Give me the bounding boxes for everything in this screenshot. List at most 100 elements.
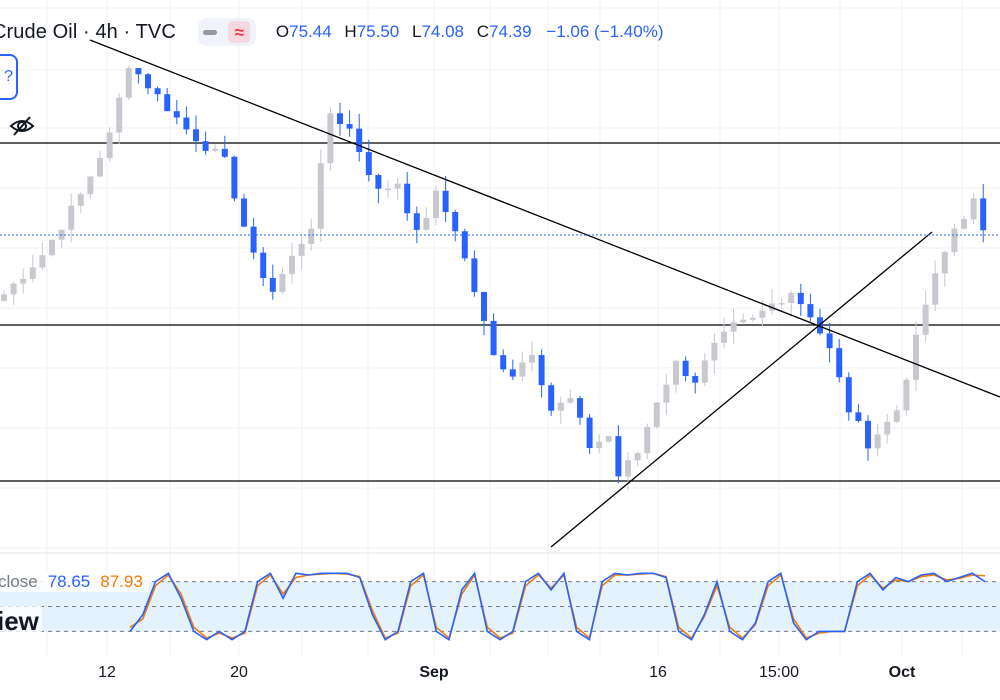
- close-value: 74.39: [489, 22, 532, 41]
- candle-body: [173, 111, 180, 118]
- candle-body: [77, 194, 84, 206]
- candle-body: [442, 190, 449, 213]
- candle-body: [385, 188, 391, 191]
- candle-body: [231, 156, 238, 199]
- low-label: L: [411, 22, 422, 41]
- candle-body: [279, 273, 286, 292]
- candle-body: [653, 402, 660, 427]
- candle-body: [87, 176, 94, 195]
- candle-body: [701, 360, 708, 383]
- candle-body: [778, 302, 785, 305]
- candle-body: [356, 128, 363, 153]
- candle-body: [394, 183, 401, 189]
- candle-body: [346, 124, 353, 129]
- x-tick-label: 16: [649, 664, 667, 681]
- candle-body: [106, 132, 113, 159]
- candle-body: [509, 369, 516, 377]
- candle-body: [749, 317, 756, 320]
- candle-body: [941, 251, 948, 274]
- candle-body: [500, 355, 507, 370]
- horizontal-line-drawings[interactable]: [0, 142, 1000, 482]
- candle-body: [673, 360, 679, 385]
- candle-body: [567, 398, 574, 403]
- trendline-drawings[interactable]: [89, 39, 1000, 548]
- candle-body: [10, 283, 17, 295]
- legend-toggle-pill[interactable]: ≈: [197, 18, 256, 46]
- candle-body: [634, 453, 641, 461]
- change-value: −1.06 (−1.40%): [546, 22, 664, 41]
- ohlc-values: O75.44 H75.50 L74.08 C74.39 −1.06 (−1.40…: [276, 22, 664, 42]
- candle-body: [365, 152, 372, 176]
- candle-body: [836, 348, 843, 378]
- candle-body: [826, 333, 833, 349]
- candle-body: [327, 113, 334, 164]
- candle-body: [116, 97, 123, 133]
- ascending-trendline: [550, 231, 933, 548]
- candle-body: [913, 334, 919, 380]
- candle-body: [721, 331, 727, 343]
- candle-body: [183, 117, 190, 130]
- candle-body: [404, 183, 411, 214]
- candle-body: [529, 355, 535, 363]
- candle-body: [154, 88, 161, 95]
- candle-body: [961, 219, 967, 229]
- candle-body: [855, 412, 862, 421]
- symbol-title[interactable]: Crude Oil · 4h · TVC: [0, 20, 176, 43]
- candle-body: [202, 141, 209, 151]
- candle-body: [413, 213, 420, 230]
- candle-body: [125, 68, 132, 98]
- candles: [1, 66, 987, 490]
- stochastic-d-value: 87.93: [100, 572, 143, 591]
- candle-body: [865, 420, 871, 449]
- candle-body: [298, 243, 305, 256]
- candle-body: [596, 441, 603, 449]
- candle-body: [164, 94, 171, 112]
- candle-body: [289, 255, 295, 274]
- candle-body: [481, 292, 487, 321]
- candle-body: [884, 421, 891, 435]
- x-tick-label: Sep: [419, 664, 449, 681]
- low-value: 74.08: [421, 22, 464, 41]
- candle-body: [461, 231, 468, 259]
- candle-body: [797, 292, 804, 305]
- candle-body: [423, 218, 430, 230]
- candle-body: [788, 292, 795, 303]
- stochastic-legend: close 78.65 87.93: [0, 572, 149, 592]
- hide-eye-icon[interactable]: [8, 114, 36, 138]
- high-value: 75.50: [356, 22, 400, 41]
- candle-body: [625, 460, 631, 477]
- candle-body: [433, 190, 439, 219]
- brand-watermark: iew: [0, 606, 42, 637]
- stochastic-name: close: [0, 572, 38, 591]
- candle-body: [308, 228, 315, 244]
- candle-body: [260, 252, 267, 278]
- chart-grid: [0, 0, 1000, 655]
- candle-body: [1, 294, 7, 301]
- candle-body: [317, 163, 324, 229]
- candle-body: [644, 426, 651, 454]
- wave-icon[interactable]: ≈: [228, 21, 251, 43]
- candle-body: [452, 212, 459, 232]
- candle-body: [375, 175, 382, 189]
- stochastic-pane: [0, 552, 1000, 641]
- candle-body: [20, 278, 27, 284]
- candle-body: [903, 379, 910, 411]
- candle-body: [893, 410, 900, 422]
- legend-header: Crude Oil · 4h · TVC ≈ O75.44 H75.50 L74…: [0, 18, 664, 46]
- collapse-legend-button[interactable]: ?: [0, 54, 18, 100]
- candle-body: [692, 376, 699, 383]
- candle-body: [269, 277, 276, 292]
- candle-body: [740, 319, 747, 323]
- candle-body: [212, 148, 219, 151]
- open-value: 75.44: [289, 22, 332, 41]
- candle-body: [605, 436, 612, 442]
- candle-body: [29, 267, 36, 279]
- x-tick-label: 12: [98, 664, 116, 681]
- candle-body: [97, 158, 103, 177]
- candle-body: [548, 385, 555, 411]
- candle-body: [951, 228, 958, 252]
- collapse-glyph: ?: [4, 68, 13, 85]
- minus-icon[interactable]: [203, 29, 218, 35]
- candle-body: [135, 68, 142, 75]
